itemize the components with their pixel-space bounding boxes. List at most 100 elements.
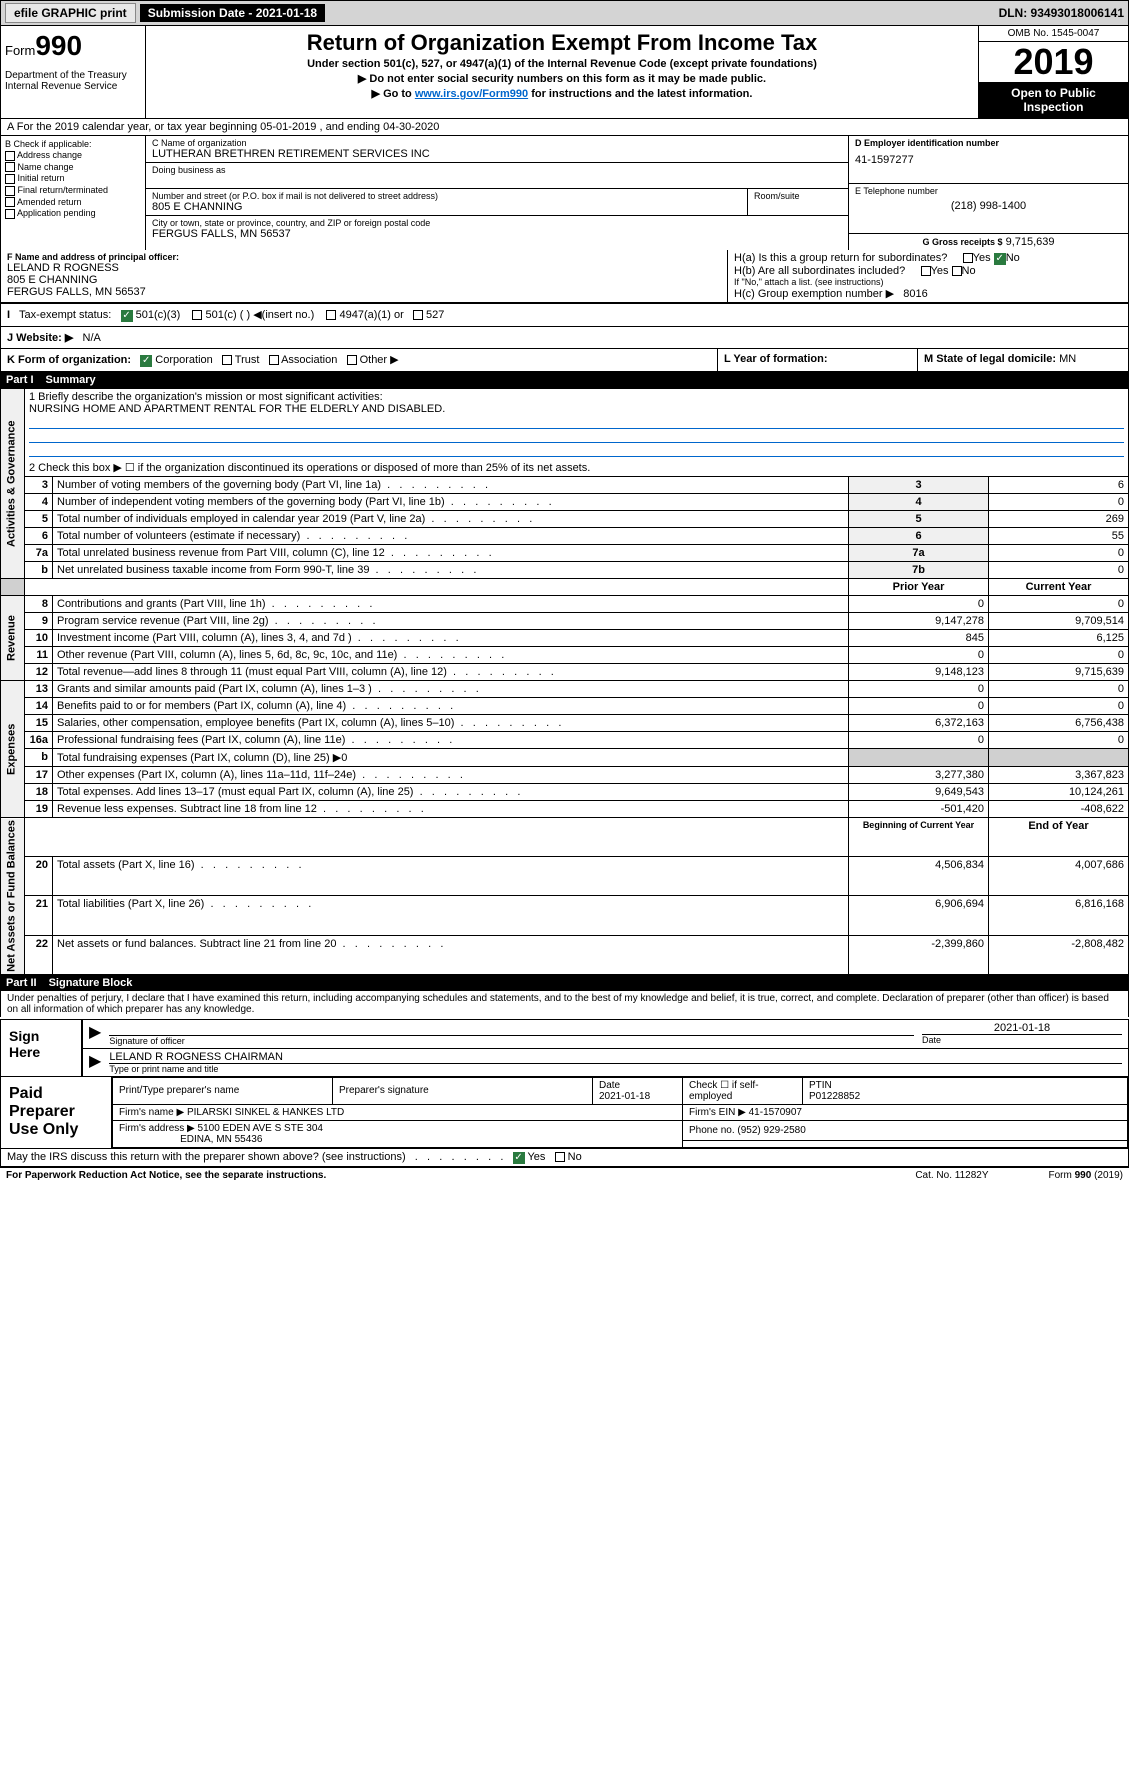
line-num: 4 <box>25 494 53 511</box>
prior-value: 6,372,163 <box>849 715 989 732</box>
line-ref: 6 <box>849 528 989 545</box>
line-ref: 4 <box>849 494 989 511</box>
gross-receipts-label: G Gross receipts $ <box>922 237 1002 247</box>
h-b: H(b) Are all subordinates included? Yes … <box>734 265 1122 277</box>
line-value: 6 <box>989 477 1129 494</box>
line-desc: Program service revenue (Part VIII, line… <box>53 613 849 630</box>
current-value <box>989 749 1129 767</box>
chk-501c[interactable] <box>192 310 202 320</box>
line-value: 55 <box>989 528 1129 545</box>
chk-ha-yes[interactable] <box>963 253 973 263</box>
section-bcde: B Check if applicable: Address change Na… <box>0 136 1129 250</box>
chk-association[interactable] <box>269 355 279 365</box>
h-a: H(a) Is this a group return for subordin… <box>734 252 1122 265</box>
chk-application-pending[interactable] <box>5 209 15 219</box>
sig-name-label: Type or print name and title <box>109 1064 1122 1074</box>
prior-value: 0 <box>849 596 989 613</box>
side-expenses: Expenses <box>1 681 25 818</box>
city-value: FERGUS FALLS, MN 56537 <box>152 228 842 240</box>
line-num: 10 <box>25 630 53 647</box>
firm-ein: 41-1570907 <box>749 1107 802 1118</box>
chk-ha-no[interactable]: ✓ <box>994 253 1006 265</box>
chk-discuss-yes[interactable]: ✓ <box>513 1152 525 1164</box>
chk-name-change[interactable] <box>5 162 15 172</box>
line-2: 2 Check this box ▶ ☐ if the organization… <box>25 459 1129 477</box>
current-value: 4,007,686 <box>989 857 1129 896</box>
current-value: 10,124,261 <box>989 784 1129 801</box>
ein-value: 41-1597277 <box>855 154 1122 166</box>
firm-phone: (952) 929-2580 <box>737 1125 805 1136</box>
room-suite-label: Room/suite <box>748 189 848 215</box>
org-name: LUTHERAN BRETHREN RETIREMENT SERVICES IN… <box>152 148 842 160</box>
current-value: 3,367,823 <box>989 767 1129 784</box>
paid-preparer-section: Paid Preparer Use Only Print/Type prepar… <box>0 1077 1129 1149</box>
department: Department of the Treasury Internal Reve… <box>5 70 141 92</box>
chk-4947[interactable] <box>326 310 336 320</box>
line-num: 19 <box>25 801 53 818</box>
org-name-label: C Name of organization <box>152 138 842 148</box>
line-desc: Total number of volunteers (estimate if … <box>53 528 849 545</box>
part-1-header: Part I Summary <box>0 372 1129 388</box>
preparer-sig-hdr: Preparer's signature <box>333 1077 593 1104</box>
line-desc: Other expenses (Part IX, column (A), lin… <box>53 767 849 784</box>
col-c: C Name of organization LUTHERAN BRETHREN… <box>146 136 848 250</box>
preparer-check-hdr: Check ☐ if self-employed <box>683 1077 803 1104</box>
website-value: N/A <box>83 332 101 344</box>
chk-final-return[interactable] <box>5 186 15 196</box>
side-revenue: Revenue <box>1 596 25 681</box>
prior-value: 9,147,278 <box>849 613 989 630</box>
officer-addr: 805 E CHANNING <box>7 274 721 286</box>
footer-right: Form 990 (2019) <box>1049 1170 1123 1181</box>
chk-501c3[interactable]: ✓ <box>121 310 133 322</box>
chk-trust[interactable] <box>222 355 232 365</box>
chk-initial-return[interactable] <box>5 174 15 184</box>
current-value: -2,808,482 <box>989 935 1129 974</box>
chk-hb-no[interactable] <box>952 266 962 276</box>
omb-number: OMB No. 1545-0047 <box>979 26 1128 42</box>
line-value: 0 <box>989 562 1129 579</box>
chk-corporation[interactable]: ✓ <box>140 355 152 367</box>
sig-date-label: Date <box>922 1035 1122 1045</box>
chk-discuss-no[interactable] <box>555 1152 565 1162</box>
line-num: 14 <box>25 698 53 715</box>
chk-address-change[interactable] <box>5 151 15 161</box>
sig-date: 2021-01-18 <box>922 1022 1122 1035</box>
city-label: City or town, state or province, country… <box>152 218 842 228</box>
preparer-name-hdr: Print/Type preparer's name <box>113 1077 333 1104</box>
line-value: 269 <box>989 511 1129 528</box>
line-desc: Salaries, other compensation, employee b… <box>53 715 849 732</box>
line-1-label: 1 Briefly describe the organization's mi… <box>29 391 1124 403</box>
line-desc: Total revenue—add lines 8 through 11 (mu… <box>53 664 849 681</box>
b-label: B Check if applicable: <box>5 139 141 149</box>
line-ref: 7b <box>849 562 989 579</box>
line-desc: Number of voting members of the governin… <box>53 477 849 494</box>
line-num: 8 <box>25 596 53 613</box>
prior-value: -2,399,860 <box>849 935 989 974</box>
line-desc: Number of independent voting members of … <box>53 494 849 511</box>
line-desc: Total expenses. Add lines 13–17 (must eq… <box>53 784 849 801</box>
arrow-icon: ▶ <box>89 1051 101 1074</box>
line-desc: Net assets or fund balances. Subtract li… <box>53 935 849 974</box>
hdr-beginning-year: Beginning of Current Year <box>849 818 989 857</box>
chk-amended[interactable] <box>5 197 15 207</box>
perjury-statement: Under penalties of perjury, I declare th… <box>0 991 1129 1017</box>
line-desc: Investment income (Part VIII, column (A)… <box>53 630 849 647</box>
line-desc: Total number of individuals employed in … <box>53 511 849 528</box>
submission-date: Submission Date - 2021-01-18 <box>140 4 325 22</box>
line-num: 12 <box>25 664 53 681</box>
line-desc: Net unrelated business taxable income fr… <box>53 562 849 579</box>
line-desc: Grants and similar amounts paid (Part IX… <box>53 681 849 698</box>
instructions-link[interactable]: www.irs.gov/Form990 <box>415 88 528 100</box>
summary-table: Activities & Governance1 Briefly describ… <box>0 388 1129 975</box>
chk-527[interactable] <box>413 310 423 320</box>
chk-other[interactable] <box>347 355 357 365</box>
m-label: M State of legal domicile: <box>924 353 1056 365</box>
subtitle-3: ▶ Go to www.irs.gov/Form990 for instruct… <box>150 87 974 100</box>
chk-hb-yes[interactable] <box>921 266 931 276</box>
prior-value: 0 <box>849 681 989 698</box>
officer-label: F Name and address of principal officer: <box>7 252 721 262</box>
hdr-prior-year: Prior Year <box>849 579 989 596</box>
tax-status-row: I Tax-exempt status: ✓ 501(c)(3) 501(c) … <box>0 303 1129 326</box>
efile-print-button[interactable]: efile GRAPHIC print <box>5 3 136 23</box>
preparer-date-hdr: Date <box>599 1080 620 1091</box>
